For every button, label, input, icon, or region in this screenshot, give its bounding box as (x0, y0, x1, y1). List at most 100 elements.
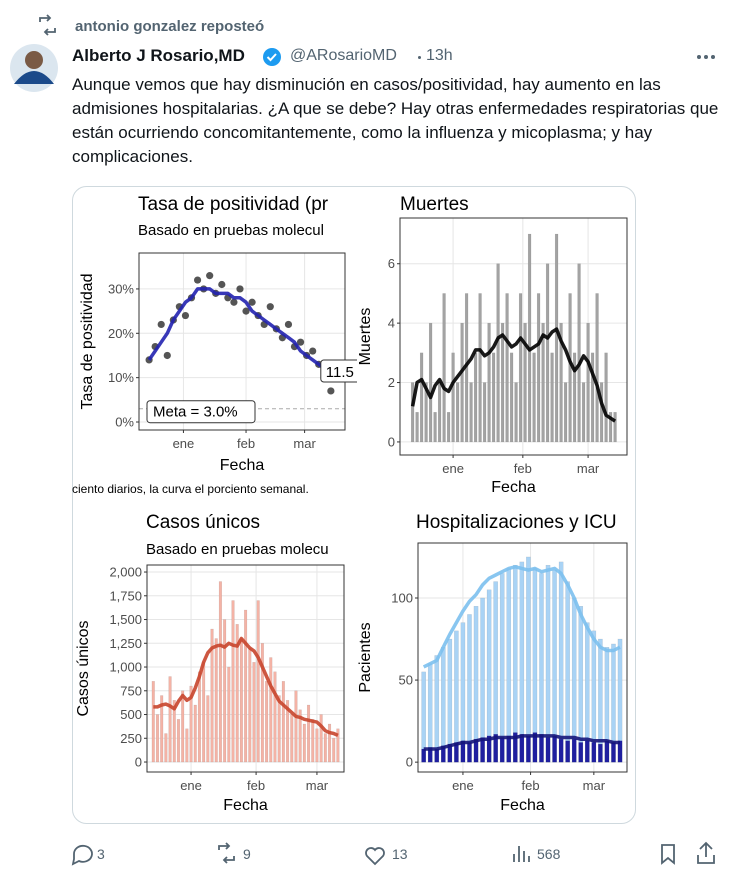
like-count[interactable]: 13 (392, 846, 408, 862)
bar (151, 681, 155, 763)
trend-line (422, 565, 621, 669)
bar (565, 581, 570, 763)
bookmark-icon[interactable] (661, 844, 675, 865)
bar (218, 581, 222, 763)
y-tick-label: 1,500 (109, 612, 142, 627)
bar (197, 671, 201, 763)
bar (539, 734, 544, 763)
scatter-point (206, 272, 214, 280)
reply-count[interactable]: 3 (97, 846, 105, 862)
share-icon[interactable] (697, 841, 715, 864)
bar (294, 690, 298, 763)
bar (260, 643, 264, 763)
bar (451, 352, 455, 443)
bar (493, 734, 498, 763)
bar (185, 728, 189, 763)
bar (486, 735, 492, 763)
scatter-point (230, 298, 238, 306)
chart-subtitle: Basado en pruebas molecul (138, 222, 324, 239)
bar (613, 412, 617, 443)
chart-caption: ciento diarios, la curva el porciento se… (72, 482, 309, 496)
bar (473, 606, 479, 763)
scatter-point (242, 307, 250, 315)
bar (572, 352, 577, 443)
bar (434, 655, 440, 763)
x-tick-label: ene (173, 436, 195, 451)
bar (500, 322, 505, 443)
bar (428, 322, 433, 443)
bar (265, 681, 269, 763)
y-tick-label: 0 (135, 755, 142, 770)
y-tick-label: 30% (108, 281, 134, 296)
bar (244, 609, 248, 763)
y-tick-label: 50 (399, 673, 413, 688)
y-tick-label: 0 (406, 755, 413, 770)
scatter-point (218, 280, 226, 289)
target-label-box (146, 400, 256, 424)
scatter-point (284, 320, 293, 329)
y-tick-label: 4 (388, 316, 395, 331)
chart-panel: 0 250 500 750 1,000 1,250 1,500 1,750 2,000 ene fe… (75, 512, 345, 814)
chart-title: Muertes (400, 194, 469, 215)
bar (460, 322, 464, 443)
view-count[interactable]: 568 (537, 846, 561, 862)
end-label: 11.5 (326, 364, 354, 381)
scatter-point (266, 303, 274, 311)
x-tick-label: feb (237, 436, 255, 451)
bar (160, 695, 164, 763)
bar (608, 412, 613, 443)
bar (206, 695, 210, 763)
views-icon[interactable] (513, 846, 530, 862)
bar (578, 606, 584, 763)
y-tick-label: 0% (115, 415, 134, 430)
scatter-point (193, 276, 202, 284)
repost-count[interactable]: 9 (243, 846, 251, 862)
plot-border (417, 542, 628, 773)
bar (514, 382, 518, 443)
x-tick-label: mar (293, 436, 316, 451)
y-tick-label: 6 (388, 256, 395, 271)
like-icon[interactable] (365, 847, 385, 866)
chart-panel: 0 2 4 6 ene feb mar Muertes Fecha Muertes (357, 194, 628, 496)
more-menu[interactable] (697, 55, 715, 59)
bar (467, 742, 472, 763)
chart-title: Hospitalizaciones y ICU (416, 512, 617, 533)
bar (202, 662, 206, 763)
reply-icon[interactable] (71, 844, 93, 866)
bar (433, 412, 437, 443)
y-tick-label: 750 (120, 683, 142, 698)
bar (467, 614, 472, 763)
author-name[interactable]: Alberto J Rosario,MD (72, 46, 245, 65)
repost-button[interactable] (218, 842, 235, 864)
bar (532, 732, 538, 763)
bar (536, 293, 541, 443)
bar (499, 737, 505, 763)
bar (290, 714, 294, 763)
bar (223, 619, 227, 763)
bar (571, 738, 577, 763)
bar (518, 293, 523, 443)
bar (499, 573, 505, 763)
post-time[interactable]: 13h (426, 47, 453, 64)
chart-title: Tasa de positividad (pr (138, 194, 329, 215)
bar (441, 647, 446, 763)
trend-line (147, 287, 326, 371)
author-handle[interactable]: @ARosarioMD (290, 47, 397, 64)
bar (286, 700, 290, 763)
chart-panel: 0 50 100 ene feb mar Hospitalizaciones y ICU Fe… (357, 512, 628, 814)
bar (539, 573, 544, 763)
bar (298, 709, 302, 763)
bar (554, 233, 559, 443)
bar (586, 322, 590, 443)
bar (595, 293, 599, 443)
bar (509, 352, 514, 443)
bar (172, 700, 176, 763)
bar (155, 714, 160, 763)
avatar[interactable] (10, 44, 58, 92)
bar (269, 657, 273, 763)
separator-dot (418, 56, 421, 59)
bar (599, 382, 604, 443)
bar (214, 638, 218, 763)
chart-subtitle: Basado en pruebas molecu (146, 541, 329, 558)
